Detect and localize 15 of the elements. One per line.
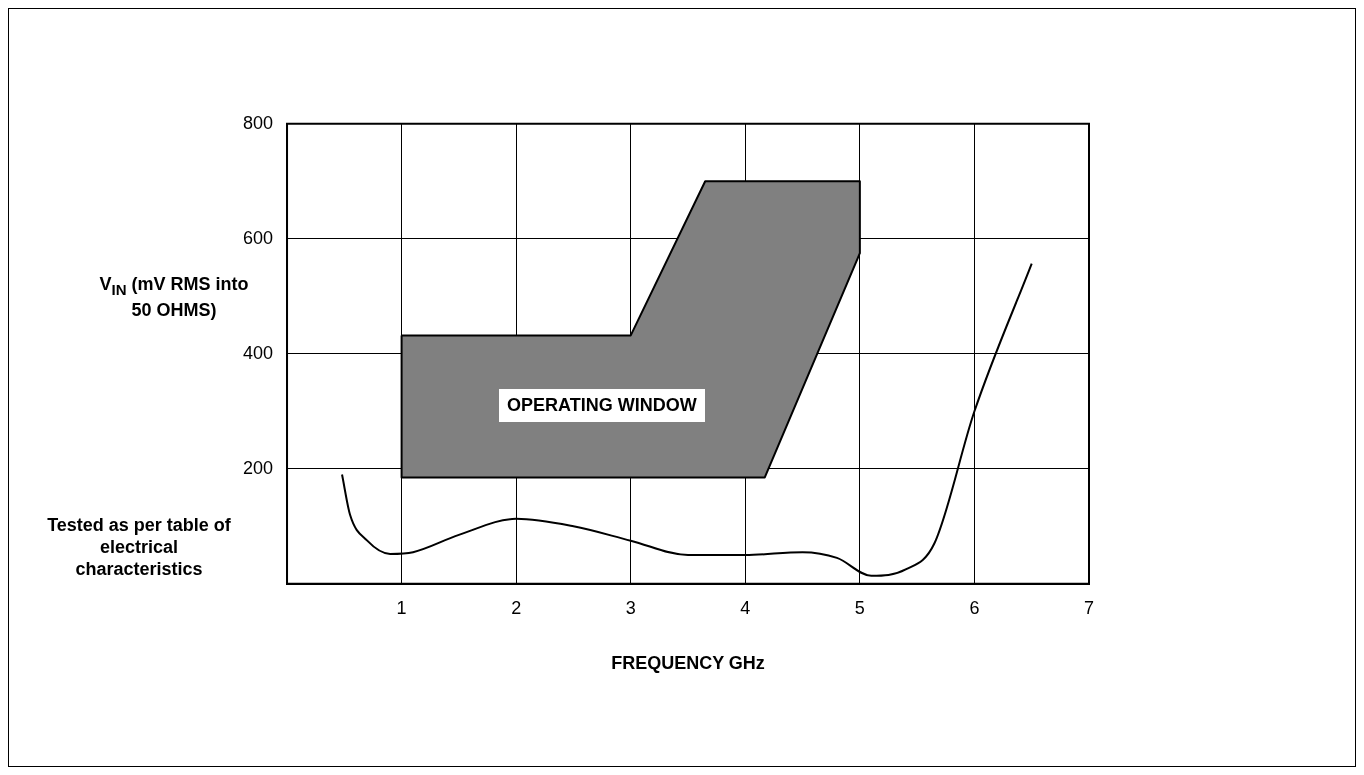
x-tick-label: 2 <box>511 597 522 618</box>
text: Tested as per table of electrical characteristics <box>46 514 232 580</box>
x-tick-label: 5 <box>854 597 865 618</box>
annotation: OPERATING WINDOW <box>499 389 705 422</box>
x-tick-label: 7 <box>1083 597 1095 618</box>
x-tick-label: 4 <box>740 597 751 618</box>
x-tick-label: 3 <box>625 597 636 618</box>
y-tick-label: 800 <box>242 112 274 133</box>
y-tick-label: 400 <box>242 342 274 363</box>
x-tick-label: 6 <box>969 597 980 618</box>
x-tick-label: 1 <box>396 597 407 618</box>
y-tick-label: 200 <box>242 457 274 478</box>
y-tick-label: 600 <box>242 227 274 248</box>
y-axis-title: V$_{IN}$ (mV RMS into 50 OHMS) <box>99 274 249 320</box>
x-axis-title: FREQUENCY GHz <box>611 653 765 674</box>
